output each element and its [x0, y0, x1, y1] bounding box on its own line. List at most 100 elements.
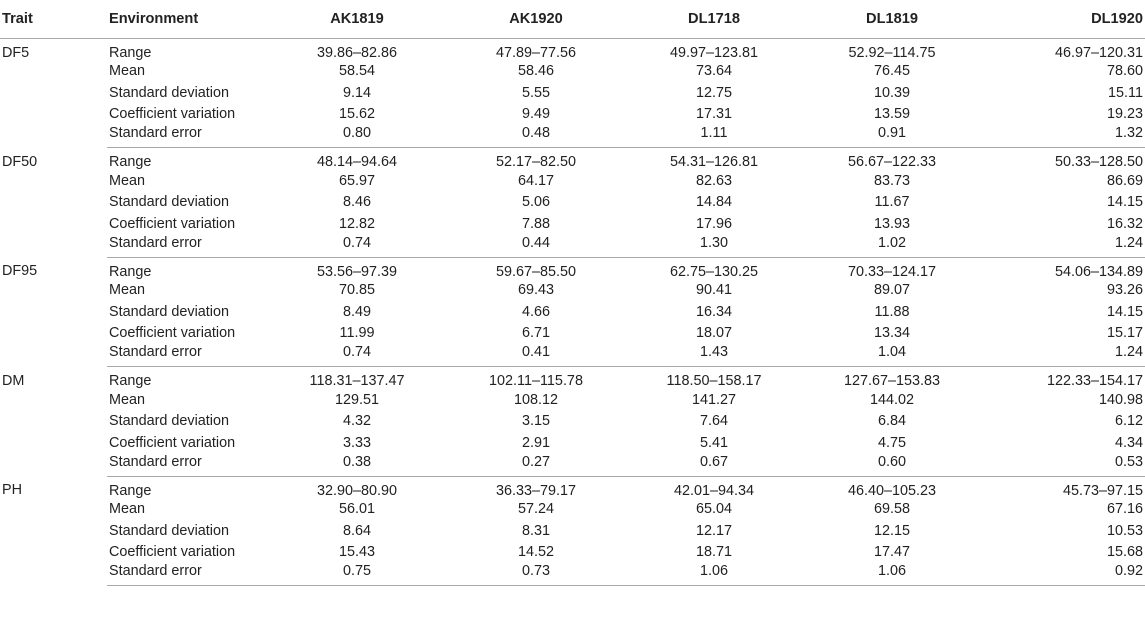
- statistic-label: Standard deviation: [109, 84, 230, 101]
- value-cell: 12.75: [695, 84, 732, 101]
- value-cell: 2.91: [521, 434, 550, 451]
- value-cell: 13.59: [873, 106, 910, 123]
- value-cell: 8.46: [342, 194, 371, 211]
- header-row: Trait Environment AK1819 AK1920 DL1718 D…: [0, 0, 1145, 39]
- value-cell: 6.12: [1114, 413, 1143, 430]
- table-row: Standard deviation 4.32 3.15 7.64 6.84 6.12: [0, 411, 1145, 433]
- value-cell: 15.11: [1108, 84, 1143, 101]
- statistic-label: Standard deviation: [109, 194, 230, 211]
- value-cell: 0.38: [267, 453, 447, 477]
- value-cell: 15.68: [1106, 544, 1143, 561]
- table-row: Coefficient variation 3.33 2.91 5.41 4.75 4.3…: [0, 432, 1145, 454]
- value-cell: 13.93: [873, 215, 910, 232]
- header-env-dl1920: DL1920: [981, 0, 1145, 39]
- value-cell: 59.67–85.50: [495, 263, 577, 280]
- value-cell: 65.97: [338, 172, 375, 189]
- statistic-label: Mean: [109, 391, 145, 408]
- statistic-label: Coefficient variation: [109, 544, 236, 561]
- value-cell: 16.34: [695, 303, 732, 320]
- trait-cell: DF50: [2, 153, 38, 170]
- value-cell: 8.64: [342, 522, 371, 539]
- value-cell: 93.26: [1106, 282, 1143, 299]
- value-cell: 39.86–82.86: [316, 44, 398, 61]
- value-cell: 12.15: [873, 522, 910, 539]
- value-cell: 1.43: [625, 344, 803, 367]
- value-cell: 9.49: [521, 106, 550, 123]
- value-cell: 141.27: [691, 391, 736, 408]
- header-env-dl1718: DL1718: [625, 0, 803, 39]
- value-cell: 48.14–94.64: [316, 154, 398, 170]
- value-cell: 70.85: [338, 282, 375, 299]
- value-cell: 4.66: [521, 303, 550, 320]
- value-cell: 52.92–114.75: [848, 44, 936, 61]
- value-cell: 14.15: [1106, 303, 1143, 320]
- header-environment: Environment: [107, 0, 267, 39]
- table-row: DF5 Range 39.86–82.86 47.89–77.56 49.97–123.…: [0, 38, 1145, 61]
- value-cell: 49.97–123.81: [669, 44, 759, 61]
- value-cell: 8.49: [342, 303, 371, 320]
- table-row: DM Range 118.31–137.47 102.11–115.78 118.50–…: [0, 367, 1145, 390]
- statistic-label: Standard deviation: [109, 303, 230, 320]
- value-cell: 0.41: [447, 344, 625, 367]
- value-cell: 76.45: [873, 63, 910, 80]
- header-trait: Trait: [0, 0, 107, 39]
- table-row: Mean 56.01 57.24 65.04 69.58 67.16: [0, 499, 1145, 521]
- value-cell: 129.51: [334, 391, 379, 408]
- value-cell: 3.33: [342, 434, 371, 451]
- value-cell: 127.67–153.83: [843, 373, 941, 389]
- value-cell: 1.30: [625, 234, 803, 258]
- value-cell: 32.90–80.90: [316, 482, 398, 499]
- value-cell: 86.69: [1106, 172, 1143, 189]
- statistic-label: Coefficient variation: [109, 106, 236, 123]
- value-cell: 0.60: [803, 453, 981, 477]
- value-cell: 67.16: [1106, 501, 1143, 518]
- value-cell: 0.67: [625, 453, 803, 477]
- header-env-dl1819: DL1819: [803, 0, 981, 39]
- table-row: DF95 Range 53.56–97.39 59.67–85.50 62.75–130…: [0, 257, 1145, 280]
- value-cell: 83.73: [873, 172, 910, 189]
- value-cell: 5.55: [521, 84, 550, 101]
- value-cell: 7.64: [699, 413, 728, 430]
- value-cell: 13.34: [873, 325, 910, 342]
- value-cell: 47.89–77.56: [495, 44, 577, 61]
- value-cell: 1.02: [803, 234, 981, 258]
- value-cell: 14.52: [517, 544, 554, 561]
- value-cell: 52.17–82.50: [495, 154, 577, 170]
- table-row: Standard error 0.74 0.44 1.30 1.02 1.24: [0, 234, 1145, 258]
- value-cell: 46.40–105.23: [847, 482, 937, 499]
- statistic-label: Mean: [109, 501, 145, 518]
- value-cell: 1.24: [981, 344, 1145, 367]
- header-env-ak1920: AK1920: [447, 0, 625, 39]
- value-cell: 1.24: [981, 234, 1145, 258]
- value-cell: 1.11: [625, 125, 803, 148]
- value-cell: 54.31–126.81: [669, 154, 759, 170]
- value-cell: 42.01–94.34: [673, 482, 755, 499]
- value-cell: 62.75–130.25: [669, 263, 759, 280]
- trait-cell: PH: [2, 482, 22, 498]
- value-cell: 70.33–124.17: [847, 263, 937, 280]
- value-cell: 56.67–122.33: [847, 154, 937, 170]
- value-cell: 46.97–120.31: [1054, 44, 1143, 61]
- table-row: Coefficient variation 11.99 6.71 18.07 13.34…: [0, 323, 1145, 345]
- value-cell: 50.33–128.50: [1054, 154, 1143, 170]
- value-cell: 6.84: [877, 413, 906, 430]
- value-cell: 89.07: [873, 282, 910, 299]
- statistic-label: Standard error: [107, 453, 267, 477]
- statistic-label: Standard deviation: [109, 413, 230, 430]
- statistic-label: Standard error: [107, 234, 267, 258]
- value-cell: 14.15: [1106, 194, 1143, 211]
- value-cell: 36.33–79.17: [495, 482, 577, 499]
- value-cell: 3.15: [521, 413, 550, 430]
- value-cell: 69.43: [517, 282, 554, 299]
- value-cell: 0.74: [267, 344, 447, 367]
- value-cell: 0.27: [447, 453, 625, 477]
- value-cell: 0.48: [447, 125, 625, 148]
- value-cell: 108.12: [513, 391, 558, 408]
- value-cell: 4.34: [1114, 434, 1143, 451]
- value-cell: 78.60: [1106, 63, 1143, 80]
- value-cell: 10.53: [1106, 522, 1143, 539]
- value-cell: 4.32: [342, 413, 371, 430]
- statistic-label: Mean: [109, 63, 145, 80]
- table-row: Standard error 0.80 0.48 1.11 0.91 1.32: [0, 125, 1145, 148]
- table-row: Standard deviation 9.14 5.55 12.75 10.39 15.1…: [0, 82, 1145, 104]
